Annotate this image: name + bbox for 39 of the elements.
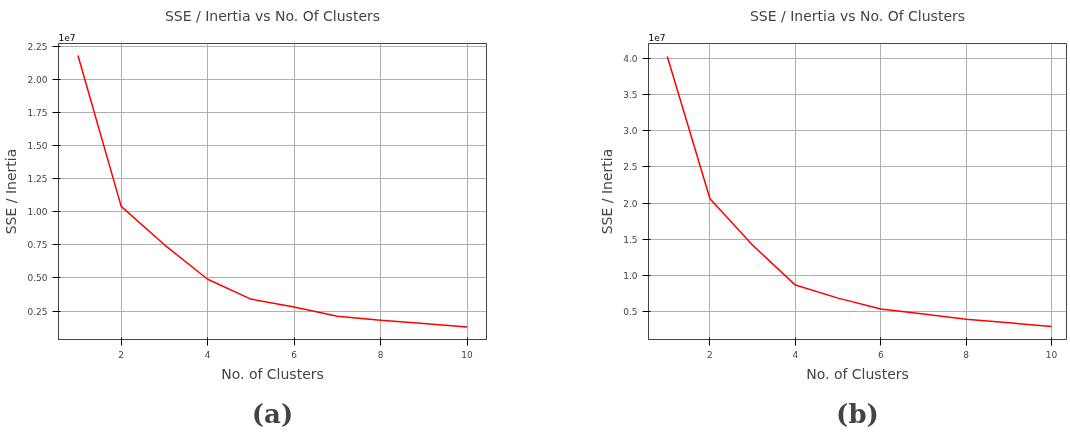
y-tick-label: 1.75	[27, 107, 48, 118]
y-tick-label: 0.5	[623, 307, 638, 318]
x-tick-label: 8	[377, 349, 384, 360]
y-tick-label: 1.25	[27, 174, 48, 185]
x-tick-label: 6	[291, 349, 298, 360]
x-tick-label: 2	[118, 349, 125, 360]
x-axis-title: No. of Clusters	[806, 365, 909, 382]
text: (a)	[251, 399, 294, 429]
y-tick-label: 2.25	[27, 41, 48, 52]
y-tick-label: 3.5	[623, 89, 638, 100]
text: 1e7	[58, 32, 76, 43]
y-tick-label: 0.50	[27, 273, 48, 284]
chart-title: SSE / Inertia vs No. Of Clusters	[164, 7, 381, 24]
y-tick-label: 2.00	[27, 74, 48, 85]
x-tick-label: 6	[877, 349, 884, 360]
x-tick-label: 4	[792, 349, 799, 360]
x-tick-label: 4	[204, 349, 211, 360]
y-axis-title: SSE / Inertia	[3, 148, 20, 235]
y-tick-label: 1.5	[623, 234, 638, 245]
chart-title: SSE / Inertia vs No. Of Clusters	[749, 7, 966, 24]
x-tick-label: 10	[1045, 349, 1058, 360]
y-tick-label: 3.0	[623, 126, 638, 137]
y-tick-label: 2.0	[623, 198, 638, 209]
y-tick-label: 1.50	[27, 140, 48, 151]
x-tick-label: 10	[461, 349, 474, 360]
x-tick-label: 8	[963, 349, 970, 360]
line-series	[666, 55, 1053, 328]
y-tick-label: 1.0	[623, 271, 638, 282]
y-tick-label: 0.75	[27, 240, 48, 251]
y-tick-label: 2.5	[623, 162, 638, 173]
text: 1e7	[648, 32, 666, 43]
x-tick-label: 2	[707, 349, 713, 360]
text: (b)	[836, 399, 879, 429]
y-tick-label: 0.25	[27, 306, 48, 317]
line-series	[77, 54, 468, 328]
y-tick-label: 4.0	[623, 53, 638, 64]
y-axis-title: SSE / Inertia	[599, 148, 616, 235]
x-axis-title: No. of Clusters	[221, 365, 324, 382]
y-tick-label: 1.00	[27, 207, 48, 218]
